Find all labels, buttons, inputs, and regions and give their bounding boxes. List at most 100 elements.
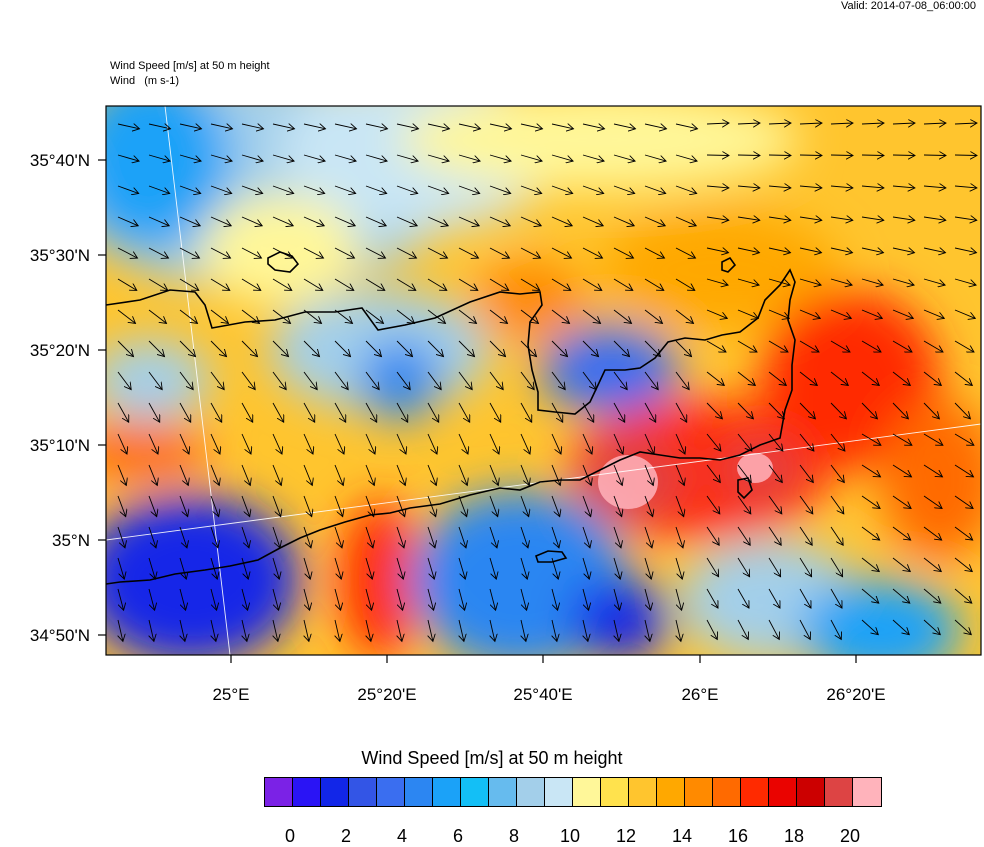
- wind-arrow: [644, 557, 651, 579]
- wind-arrow: [396, 154, 418, 161]
- colorbar-label: 6: [452, 826, 463, 846]
- wind-arrow: [118, 619, 123, 641]
- wind-arrow: [799, 402, 815, 419]
- wind-arrow: [613, 216, 634, 226]
- wind-arrow: [458, 185, 480, 194]
- lat-label: 34°50'N: [30, 626, 90, 645]
- wind-arrow: [427, 124, 450, 129]
- wind-arrow: [365, 433, 375, 454]
- wind-arrow: [675, 588, 682, 610]
- wind-arrow: [892, 402, 908, 419]
- wind-arrow: [706, 248, 729, 253]
- wind-arrow: [892, 495, 911, 509]
- wind-arrow: [334, 464, 343, 485]
- wind-arrow: [117, 402, 129, 422]
- wind-arrow: [210, 526, 218, 548]
- wind-arrow: [396, 124, 419, 129]
- wind-arrow: [365, 309, 384, 323]
- wind-arrow: [520, 309, 539, 323]
- wind-arrow: [768, 464, 782, 483]
- wind-arrow: [892, 464, 912, 477]
- wind-arrow: [954, 217, 977, 220]
- wind-arrow: [272, 309, 291, 323]
- wind-arrow: [303, 433, 313, 454]
- max-wind-core-west: [598, 455, 658, 509]
- wind-arrow: [613, 278, 633, 290]
- wind-arrow: [489, 247, 510, 258]
- wind-arrow: [675, 433, 685, 454]
- wind-arrow: [613, 588, 620, 610]
- wind-arrow: [117, 557, 124, 579]
- wind-arrow: [923, 464, 943, 477]
- lon-label: 25°20'E: [357, 685, 416, 704]
- wind-arrow: [365, 588, 372, 610]
- wind-arrow: [830, 495, 844, 514]
- wind-arrow: [737, 371, 755, 386]
- wind-arrow: [396, 464, 405, 485]
- wind-arrow: [737, 123, 760, 124]
- wind-arrow: [427, 247, 448, 258]
- wind-arrow: [148, 247, 169, 258]
- dia-island: [267, 251, 300, 273]
- wind-arrow: [892, 526, 911, 540]
- wind-arrow: [241, 340, 258, 357]
- wind-arrow: [241, 124, 264, 129]
- colorbar-cell: [405, 778, 433, 806]
- wind-arrow: [520, 433, 530, 454]
- wind-arrow: [148, 309, 167, 323]
- wind-arrow: [365, 557, 372, 579]
- wind-arrow: [551, 309, 570, 323]
- wind-arrow: [644, 278, 664, 290]
- wind-arrow: [117, 154, 139, 161]
- wind-arrow: [334, 185, 356, 194]
- wind-arrow: [303, 278, 323, 290]
- wind-arrow: [582, 309, 601, 323]
- wind-arrow: [923, 309, 944, 318]
- wind-arrow: [613, 371, 627, 390]
- wind-arrow: [551, 154, 573, 161]
- wind-arrow: [551, 278, 571, 290]
- wind-arrow: [582, 495, 591, 517]
- wind-arrow: [861, 464, 881, 477]
- wind-arrow: [644, 371, 658, 390]
- wind-arrow: [272, 278, 292, 290]
- wind-arrow: [551, 340, 568, 357]
- wind-arrow: [210, 247, 231, 258]
- plot-subtitle: Wind (m s-1): [110, 75, 180, 87]
- wind-arrow: [396, 495, 405, 517]
- coastline: [106, 251, 796, 585]
- wind-arrow: [458, 216, 479, 226]
- wind-arrow: [241, 433, 251, 454]
- wind-arrow: [861, 371, 879, 386]
- colorbar-cell: [629, 778, 657, 806]
- wind-arrow: [582, 340, 599, 357]
- wind-arrow: [148, 526, 156, 548]
- wind-arrow: [706, 588, 718, 608]
- wind-arrow: [582, 464, 591, 485]
- wind-arrow: [458, 402, 470, 422]
- wind-arrow: [582, 588, 589, 610]
- wind-arrow: [428, 619, 433, 641]
- wind-arrow: [706, 155, 729, 156]
- wind-arrow: [117, 185, 139, 194]
- wind-arrow: [954, 495, 973, 509]
- wind-arrow: [892, 155, 915, 156]
- wind-arrow: [768, 495, 782, 514]
- wind-arrow: [179, 216, 200, 226]
- wind-arrow: [892, 217, 915, 220]
- wind-arrow: [489, 495, 498, 517]
- wind-arrow: [768, 340, 788, 352]
- wind-arrow: [179, 433, 189, 454]
- colorbar-cell: [573, 778, 601, 806]
- colorbar-cell: [685, 778, 713, 806]
- wind-arrow: [644, 154, 666, 161]
- wind-arrow: [334, 433, 344, 454]
- wind-arrow: [365, 185, 387, 194]
- valid-time: Valid: 2014-07-08_06:00:00: [841, 0, 976, 12]
- wind-arrow: [272, 216, 293, 226]
- wind-arrow: [551, 588, 558, 610]
- colorbar-label: 0: [284, 826, 295, 846]
- wind-arrow: [861, 186, 884, 188]
- wind-arrow: [179, 154, 201, 161]
- wind-arrow: [861, 526, 880, 540]
